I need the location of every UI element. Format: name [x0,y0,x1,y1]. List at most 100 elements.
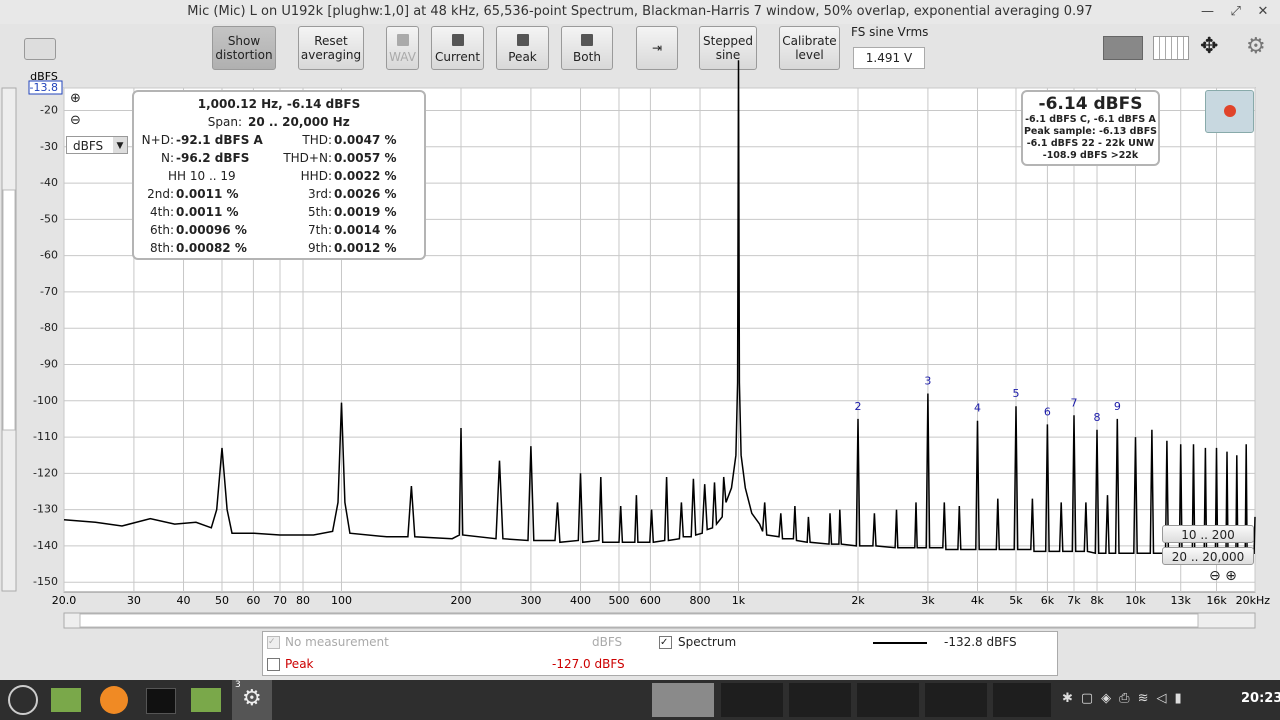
window-title: Mic (Mic) L on U192k [plughw:1,0] at 48 … [0,0,1280,24]
toolbar-button[interactable]: Both [561,26,613,70]
rew-task[interactable]: 3 ⚙ [232,680,272,720]
layout-icon[interactable] [1153,36,1189,60]
span-label: Span: [207,115,242,129]
y-tick-label: -50 [40,212,58,225]
dist-label: THD: [302,133,332,147]
terminal-launcher[interactable] [146,688,176,714]
toolbar-button[interactable]: Peak [496,26,549,70]
x-tick-label: 500 [608,594,629,607]
zoom-in[interactable]: ⊕ [70,91,81,106]
x-tick-label: 20kHz [1236,594,1271,607]
harmonic-label: 7 [1070,396,1077,409]
dist-value: 0.0022 % [334,169,397,183]
y-tick-label: -150 [33,575,58,588]
dist-value: 0.0057 % [334,151,397,165]
x-tick-label: 6k [1041,594,1055,607]
dist-value: -92.1 dBFS A [176,133,263,147]
x-tick-label: 7k [1067,594,1081,607]
dist-value: 0.0011 % [176,205,239,219]
checkbox[interactable]: ✓ [659,636,672,649]
x-tick-label: 70 [273,594,287,607]
x-tick-label: 400 [570,594,591,607]
range-button[interactable]: 20 .. 20,000 [1162,547,1254,565]
workspaces[interactable] [721,683,1051,717]
harmonic-label: 8 [1094,411,1101,424]
dist-label: N+D: [141,133,174,147]
harmonic-label: 5 [1012,387,1019,400]
workspace[interactable] [652,683,714,717]
hh-range: HH 10 .. 19 [168,169,236,183]
toolbar-button[interactable]: WAV [386,26,419,70]
level-panel: -6.14 dBFS -6.1 dBFS C, -6.1 dBFS A Peak s… [1021,90,1160,166]
level-line: Peak sample: -6.13 dBFS [1023,126,1158,137]
level-main: -6.14 dBFS [1038,94,1143,114]
v-scroll-thumb[interactable] [2,189,16,431]
h-scroll-thumb[interactable] [79,613,1199,628]
legend-unit: dBFS [592,635,623,649]
distortion-panel: 1,000.12 Hz, -6.14 dBFS Span: 20 .. 20,000… [132,90,426,260]
dist-label: N: [160,151,174,165]
dist-label: 3rd: [307,187,332,201]
toolbar-button[interactable]: Current [431,26,484,70]
x-tick-label: 600 [640,594,661,607]
camera-button[interactable] [24,38,56,60]
move-icon[interactable]: ✥ [1200,34,1219,59]
tray-icons[interactable]: ✱▢◈⎙≋◁▮ [1062,691,1190,706]
x-tick-label: 80 [296,594,310,607]
x-tick-label: 1k [732,594,746,607]
y-tick-label: -13.8 [30,81,58,94]
menu-button[interactable] [8,685,38,715]
dist-value: -96.2 dBFS [176,151,250,165]
x-tick-label: 3k [921,594,935,607]
clock: 20:23 [1241,691,1280,706]
settings-icon[interactable]: ⚙ [1246,34,1266,59]
dist-value: 0.00096 % [176,223,247,237]
x-tick-label: 2k [851,594,865,607]
layout-icon[interactable] [1103,36,1143,60]
firefox-launcher[interactable] [100,686,128,714]
record-button[interactable] [1205,90,1254,133]
dist-label: 5th: [308,205,332,219]
y-tick-label: -110 [33,430,58,443]
x-tick-label: 10k [1125,594,1146,607]
dist-label: 7th: [308,223,332,237]
window-controls[interactable]: — ⤢ ✕ [1201,4,1269,19]
zoom-controls[interactable]: ⊖ ⊕ [1209,568,1237,584]
y-tick-label: -30 [40,140,58,153]
y-tick-label: -140 [33,539,58,552]
x-tick-label: 13k [1171,594,1192,607]
dist-label: 8th: [150,241,174,255]
harmonic-label: 9 [1114,400,1121,413]
y-tick-label: -40 [40,176,58,189]
toolbar-button[interactable]: Reset averaging [298,26,364,70]
export-button[interactable]: ⇥ [636,26,678,70]
dist-label: 9th: [308,241,332,255]
dist-value: 0.00082 % [176,241,247,255]
dist-value: 0.0011 % [176,187,239,201]
checkbox[interactable] [267,658,280,671]
span-value: 20 .. 20,000 Hz [248,115,350,129]
legend-value: -127.0 dBFS [552,657,625,671]
zoom-out[interactable]: ⊖ [70,113,81,128]
x-tick-label: 50 [215,594,229,607]
x-tick-label: 100 [331,594,352,607]
files-launcher[interactable] [51,688,81,712]
toolbar-button[interactable]: Calibrate level [779,26,840,70]
y-tick-label: -20 [40,103,58,116]
x-tick-label: 200 [451,594,472,607]
dist-label: THD+N: [283,151,332,165]
range-button[interactable]: 10 .. 200 [1162,525,1254,543]
x-tick-label: 30 [127,594,141,607]
checkbox[interactable]: ✓ [267,636,280,649]
dist-value: 0.0026 % [334,187,397,201]
fs-value[interactable]: 1.491 V [853,47,925,69]
x-tick-label: 40 [177,594,191,607]
toolbar-button[interactable]: Stepped sine [699,26,757,70]
unit-dropdown[interactable]: dBFS ▼ [66,136,128,154]
taskbar: 3 ⚙ ✱▢◈⎙≋◁▮ 20:23 [0,680,1280,720]
harmonic-label: 6 [1044,405,1051,418]
toolbar-button[interactable]: Show distortion [212,26,276,70]
x-tick-label: 300 [520,594,541,607]
folder-launcher[interactable] [191,688,221,712]
legend-value: -132.8 dBFS [944,635,1017,649]
